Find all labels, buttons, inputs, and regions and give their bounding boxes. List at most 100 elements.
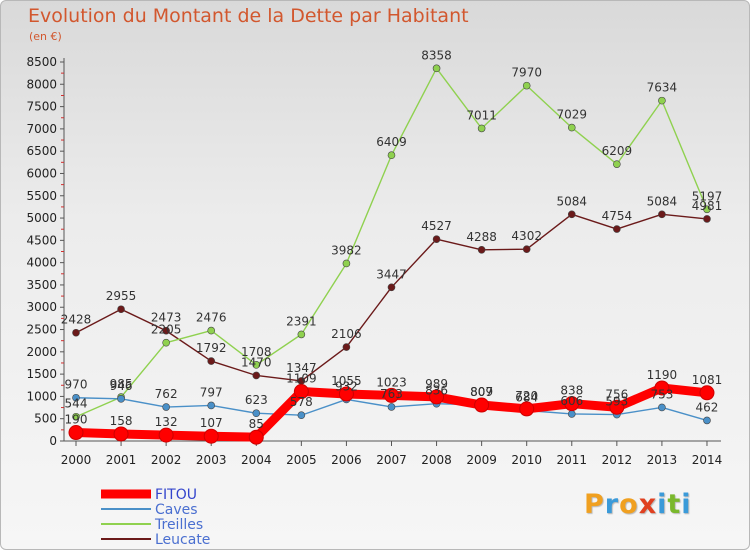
data-label-fitou: 85 <box>249 417 264 431</box>
data-label-treilles: 2391 <box>286 314 317 328</box>
x-tick-label: 2002 <box>151 453 182 467</box>
data-label-leucate: 1347 <box>286 361 317 375</box>
y-tick-label: 7000 <box>26 122 57 136</box>
data-point-leucate <box>522 245 531 253</box>
data-point-treilles <box>613 160 621 168</box>
x-tick-label: 2009 <box>466 453 497 467</box>
logo-letter: t <box>667 489 682 520</box>
data-label-caves: 809 <box>470 385 493 399</box>
data-point-leucate <box>567 210 576 219</box>
y-tick-label: 6000 <box>26 166 57 180</box>
x-tick-label: 2013 <box>647 453 678 467</box>
data-label-caves: 684 <box>515 391 538 405</box>
data-point-treilles <box>297 330 306 339</box>
data-point-fitou <box>699 385 715 401</box>
data-point-treilles <box>72 412 80 421</box>
data-point-leucate <box>387 283 396 292</box>
data-label-leucate: 2473 <box>151 311 182 325</box>
data-label-treilles: 3982 <box>331 243 362 257</box>
logo-letter: P <box>584 489 605 520</box>
y-tick-label: 6500 <box>26 144 57 158</box>
data-label-treilles: 7011 <box>466 108 497 122</box>
data-label-leucate: 1792 <box>196 341 227 355</box>
data-point-leucate <box>703 215 711 223</box>
data-label-treilles: 985 <box>110 377 133 391</box>
series-points <box>68 64 715 445</box>
data-label-leucate: 4754 <box>602 209 633 223</box>
data-label-leucate: 4288 <box>466 230 497 244</box>
data-point-treilles <box>658 96 666 105</box>
data-point-leucate <box>658 210 666 219</box>
data-point-fitou <box>68 425 84 441</box>
data-point-treilles <box>162 338 170 347</box>
data-label-caves: 593 <box>605 395 628 409</box>
data-point-fitou <box>654 380 670 396</box>
data-point-caves <box>117 395 125 403</box>
data-point-treilles <box>252 361 261 369</box>
data-label-caves: 606 <box>560 394 583 408</box>
data-point-treilles <box>387 151 396 160</box>
x-tick-label: 2001 <box>106 453 137 467</box>
data-label-leucate: 2955 <box>106 289 137 303</box>
logo-letter: i <box>681 489 692 520</box>
y-tick-label: 5000 <box>26 211 57 225</box>
data-point-caves <box>703 416 711 425</box>
data-point-caves <box>252 409 261 418</box>
data-label-leucate: 5084 <box>647 194 678 208</box>
data-point-caves <box>658 403 666 412</box>
chart-subtitle: (en €) <box>29 30 62 43</box>
data-point-caves <box>297 411 306 420</box>
data-label-treilles: 6409 <box>376 135 407 149</box>
data-label-caves: 970 <box>65 378 88 392</box>
x-tick-label: 2010 <box>511 453 542 467</box>
data-point-leucate <box>477 246 486 254</box>
data-label-fitou: 107 <box>200 416 223 430</box>
data-label-fitou: 1081 <box>692 373 723 387</box>
data-label-fitou: 807 <box>470 385 493 399</box>
data-label-fitou: 756 <box>605 387 628 401</box>
series-line-leucate <box>75 213 708 382</box>
data-point-treilles <box>432 64 441 73</box>
y-tick-label: 7500 <box>26 100 57 114</box>
data-label-leucate: 1470 <box>241 355 272 369</box>
logo-letter: r <box>604 489 620 520</box>
data-label-fitou: 1190 <box>647 368 678 382</box>
y-tick-label: 4500 <box>26 233 57 247</box>
data-label-caves: 623 <box>245 393 268 407</box>
data-point-fitou <box>519 401 535 417</box>
data-point-leucate <box>252 371 261 380</box>
data-label-fitou: 158 <box>110 414 133 428</box>
data-point-fitou <box>609 399 625 415</box>
data-point-fitou <box>429 389 445 405</box>
data-point-treilles <box>522 81 531 90</box>
legend-label-fitou: FITOU <box>155 487 197 503</box>
y-tick-label: 3000 <box>26 300 57 314</box>
y-tick-label: 1500 <box>26 367 57 381</box>
data-label-caves: 763 <box>380 387 403 401</box>
data-label-treilles: 7634 <box>647 81 678 95</box>
x-tick-label: 2011 <box>556 453 587 467</box>
y-tick-label: 0 <box>49 434 57 448</box>
data-point-fitou <box>338 386 354 402</box>
data-label-fitou: 1109 <box>286 372 317 386</box>
data-point-treilles <box>207 326 216 335</box>
data-point-fitou <box>158 427 174 443</box>
axes: 0 500 1000 1500 2000 2500 3000 3500 4000 4500 5000… <box>26 55 722 467</box>
legend-label-leucate: Leucate <box>155 532 210 548</box>
y-tick-label: 8500 <box>26 55 57 69</box>
data-label-treilles: 2205 <box>151 323 182 337</box>
data-labels: 190 158 132 107 85 1109 1055 1023 989 807 720 838 75… <box>61 48 723 431</box>
proxiti-logo: Proxiti <box>584 489 692 520</box>
data-point-leucate <box>207 357 216 365</box>
data-point-treilles <box>342 259 351 268</box>
data-point-fitou <box>203 428 219 444</box>
data-point-caves <box>207 401 216 410</box>
logo-letter: x <box>638 489 658 520</box>
data-label-leucate: 2428 <box>61 313 92 327</box>
x-tick-label: 2004 <box>241 453 272 467</box>
data-label-treilles: 544 <box>65 397 88 411</box>
data-point-leucate <box>162 326 170 335</box>
data-label-caves: 462 <box>696 400 719 414</box>
legend-label-caves: Caves <box>155 502 198 518</box>
data-point-treilles <box>703 205 711 214</box>
